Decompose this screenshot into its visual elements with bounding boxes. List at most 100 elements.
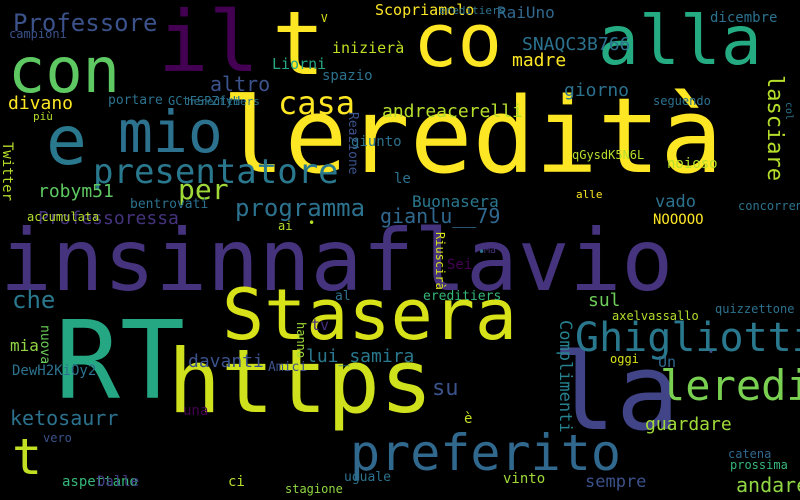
word-cloud-word: Buonasera [412,192,499,211]
word-cloud-word: giorno [564,80,630,101]
word-cloud-word: vero [43,431,72,445]
word-cloud-word: NOOOOO [653,212,704,228]
word-cloud-word: divano [8,93,74,114]
word-cloud-word: su [432,376,459,401]
word-cloud-word: t [272,0,325,95]
word-cloud-word: più [33,110,53,123]
word-cloud-word: è [464,411,473,427]
word-cloud-word: aspettano [62,474,138,490]
word-cloud-word: DewH2KiOy2 [12,363,97,379]
word-cloud-word: concorrente [738,199,800,213]
word-cloud-word: Stasera [222,274,518,356]
word-cloud-word: oggi [610,352,639,366]
word-cloud-word: co [413,0,503,84]
word-cloud-word: robym51 [38,181,114,202]
word-cloud-word: • [478,245,486,259]
word-cloud-word: spazio [322,68,373,84]
word-cloud-word: ereditiers [439,4,506,17]
word-cloud-word: lui_samira [306,346,415,367]
word-cloud-word: che [12,286,56,314]
word-cloud-word: quizzettone [715,302,795,316]
word-cloud-word: col [783,102,794,121]
word-cloud-word: leredita [660,361,800,410]
word-cloud-word: insinnaflavio [0,211,674,311]
word-cloud-word: madre [512,50,567,71]
word-cloud-word: sempre [585,472,647,492]
word-cloud-word: tv [311,316,330,334]
word-cloud-word: guardare [645,414,732,435]
word-cloud-word: per [178,173,229,206]
word-cloud-word: t [12,428,43,486]
word-cloud-word: Liorni [272,55,327,73]
word-cloud-word: accumulata [27,210,100,224]
word-cloud-word: qGysdK5N6L [572,148,645,162]
word-cloud-word: catena [728,447,772,461]
word-cloud-word: GCtFSPZfyH [168,94,241,108]
word-cloud-word: dicembre [710,10,778,26]
word-cloud-word: Sei [447,257,473,273]
word-cloud-word: Professore [13,9,158,37]
word-cloud-word: campioni [9,27,67,41]
word-cloud-word: RT [55,299,186,424]
word-cloud-word: • [708,347,715,358]
word-cloud-word: ai [278,219,293,233]
word-cloud-word: nuova [37,325,52,365]
word-cloud-word: casa [278,84,356,122]
word-cloud-word: e [46,102,87,181]
word-cloud-word: giunto [351,134,402,150]
word-cloud-word: vado [655,192,696,212]
word-cloud-word: preferito [350,424,621,482]
word-cloud-word: Ghigliottina [575,315,800,361]
word-cloud-word: Professoressa [38,208,179,229]
word-cloud-word: https [168,330,433,433]
word-cloud-word: ereditiers [423,289,502,304]
word-cloud-word: leredità [222,75,723,197]
word-cloud-word: ketosaurr [10,406,119,430]
word-cloud-word: gianlu__79 [380,204,501,228]
word-cloud-word: SNAQC3B766 [522,34,631,55]
word-cloud-word: axelvassallo [612,309,699,323]
word-cloud-word: stagione [285,482,343,496]
word-cloud-word: Scopriamolo [375,1,475,19]
word-cloud-word: con [8,34,120,107]
word-cloud-word: Amici [268,360,308,375]
word-cloud-word: • [308,216,316,230]
word-cloud-word: alle [576,188,603,201]
word-cloud-word: hereditiers [187,95,260,108]
word-cloud-word: noioso [667,156,718,172]
word-cloud-word: Riuscirà [433,232,447,290]
word-cloud-word: Reazione [345,112,360,175]
word-cloud-word: lasciare [762,75,787,181]
word-cloud-word: seguendo [653,94,711,108]
word-cloud-word: Un [658,353,677,371]
word-cloud-word: mia [10,336,39,355]
word-cloud-word: programma [235,194,366,222]
word-cloud-word: bentrovati [130,197,209,212]
word-cloud-word: mio [118,98,223,166]
word-cloud-word: RaiUno [497,3,555,22]
word-cloud-word: Twitter [0,142,15,202]
word-cloud-word: uguale [344,470,391,485]
word-cloud-word: il [158,0,260,91]
word-cloud-word: presentatore [93,152,339,192]
word-cloud-word: portare [108,93,163,108]
word-cloud-word: ci [228,474,245,490]
word-cloud-word: alla [598,2,762,81]
word-cloud-word: al [335,289,351,304]
word-cloud-word: hanno [294,322,308,359]
word-cloud-word: la [552,331,680,454]
word-cloud-word: Ma [484,245,497,256]
word-cloud-word: le [394,171,411,187]
word-cloud-word: davanti [188,351,264,372]
word-cloud-word: inizierà [332,39,405,57]
word-cloud-word: vinto [503,471,546,487]
word-cloud-word: Dalle [97,474,140,490]
word-cloud-word: Complimenti [555,320,575,433]
word-cloud-word: andreacerelli [382,101,523,122]
word-cloud-word: altro [210,72,271,96]
word-cloud-word: prossima [730,458,788,472]
word-cloud-word: una [183,403,209,419]
word-cloud-word: andare [736,473,800,497]
word-cloud-word: V [321,12,328,25]
